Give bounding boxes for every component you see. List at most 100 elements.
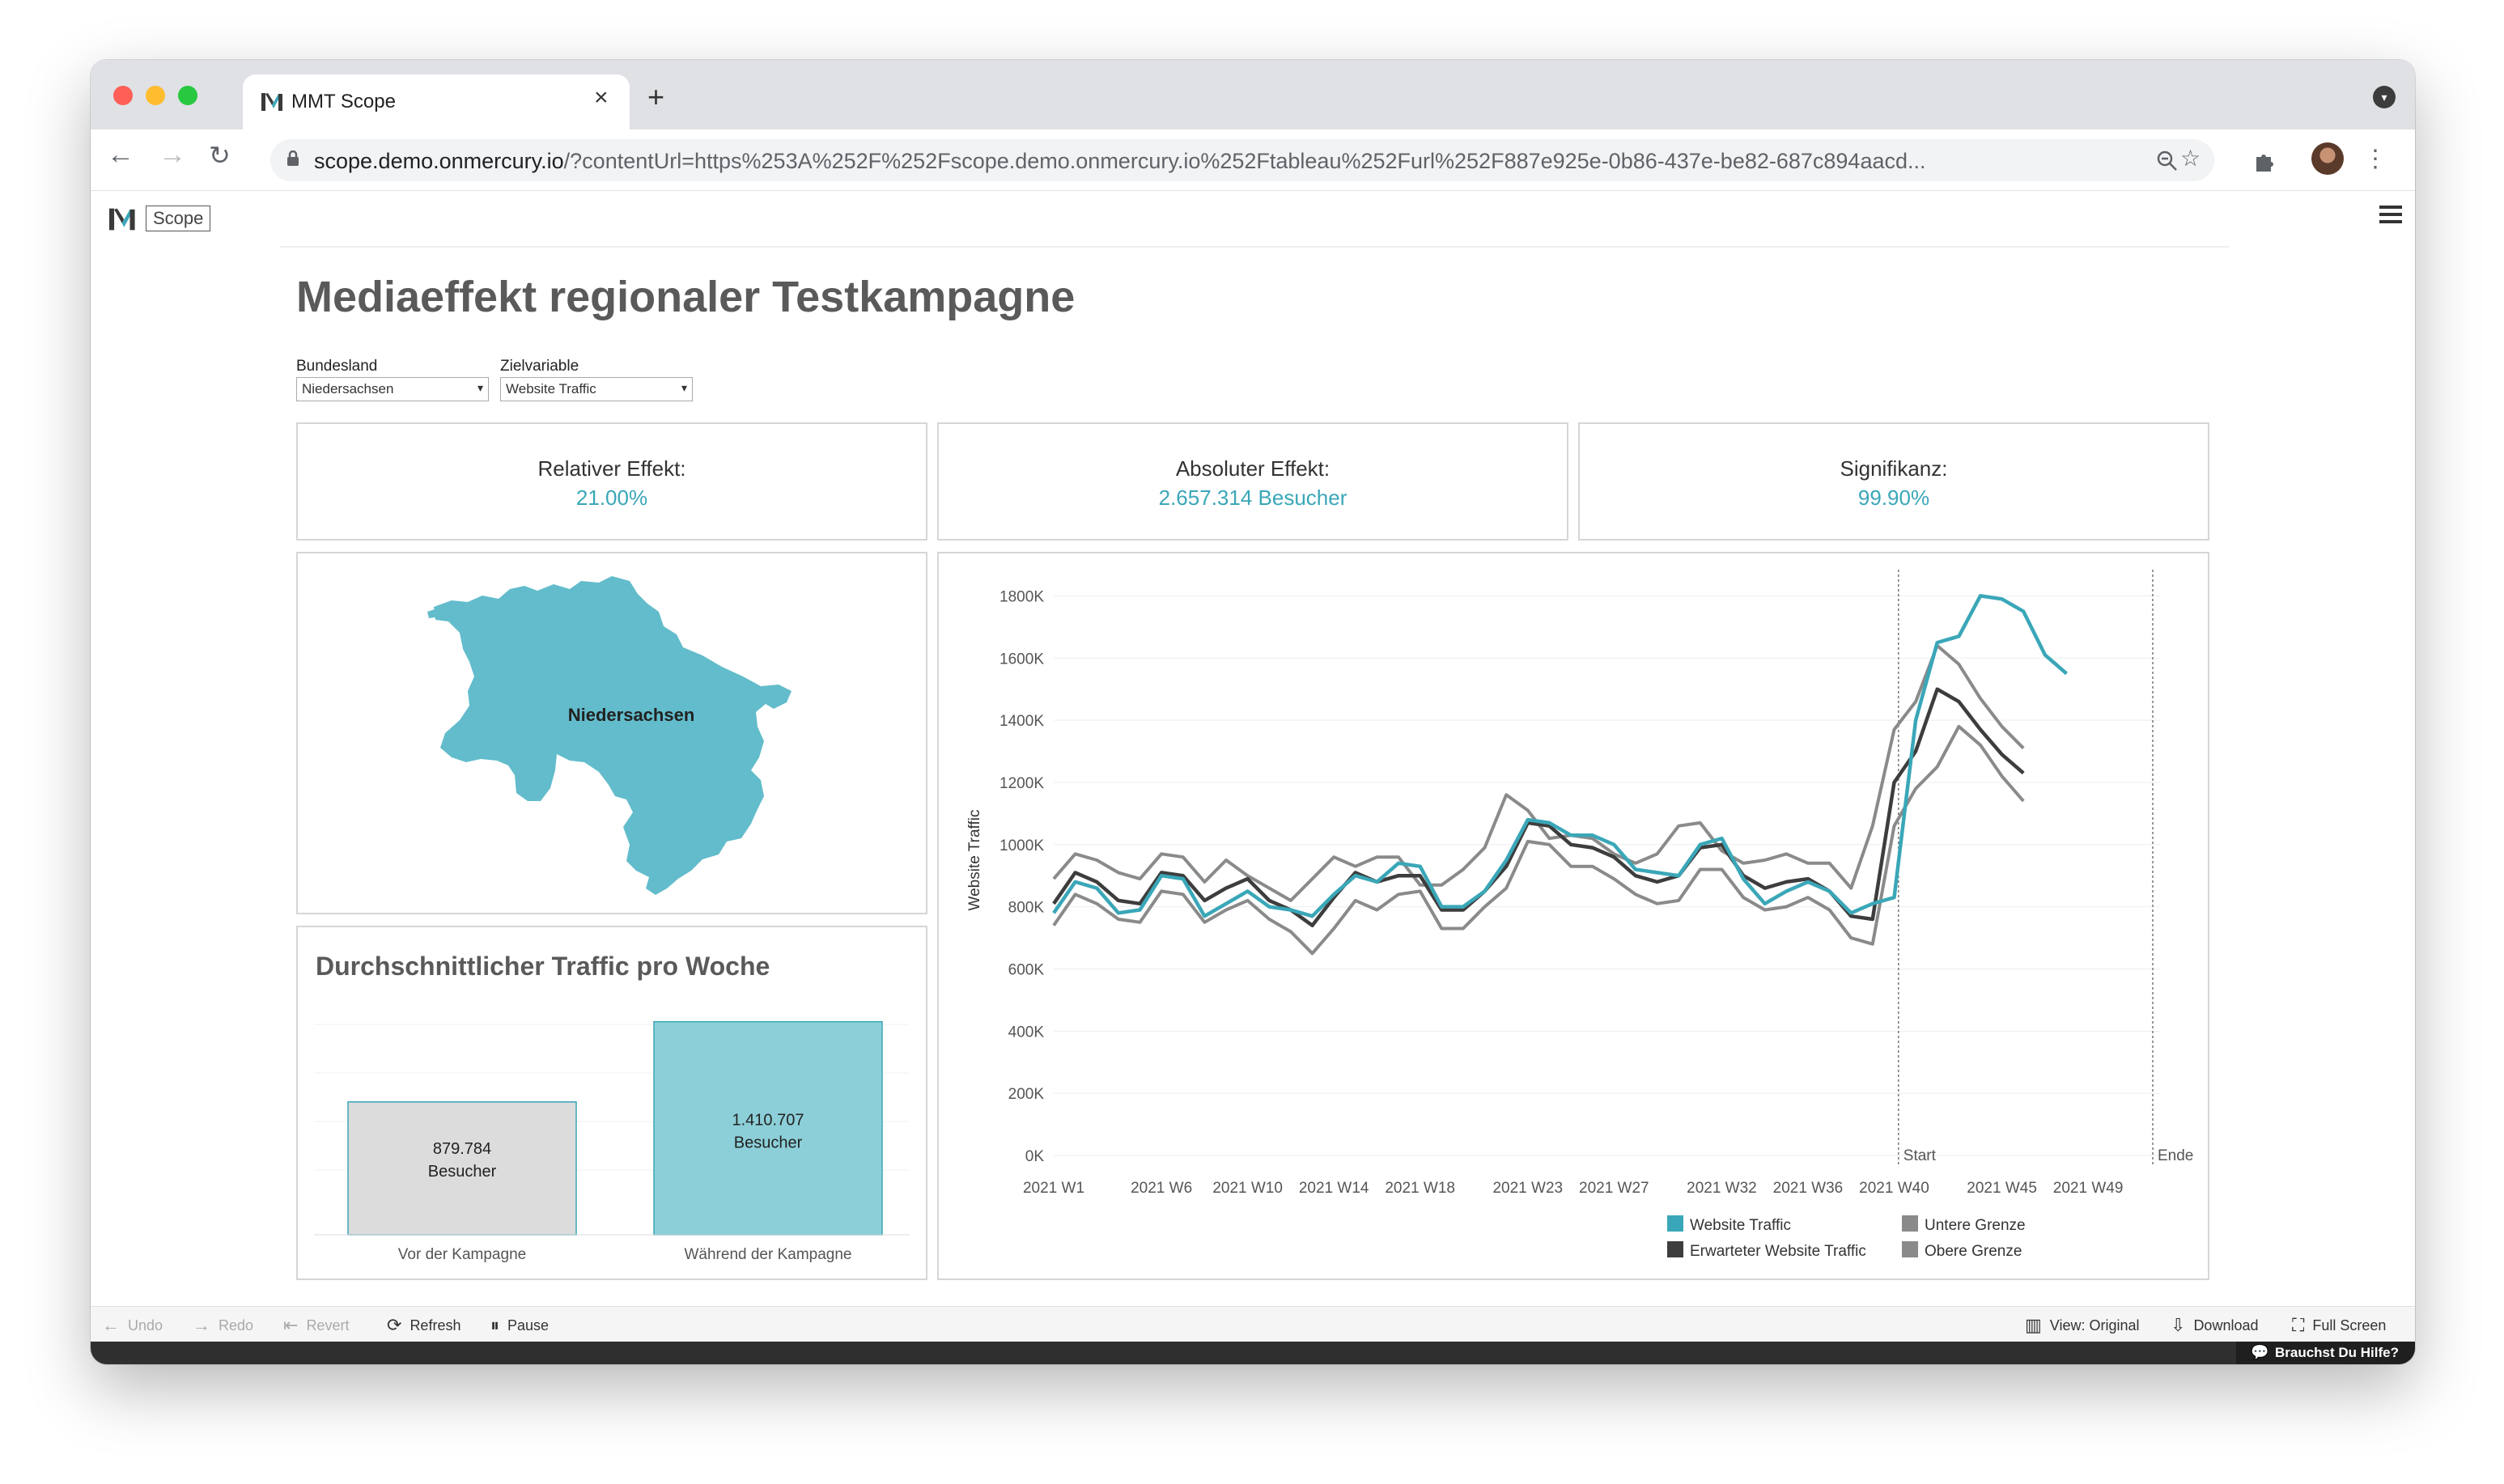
y-tick-label: 400K — [1008, 1024, 1045, 1041]
maximize-window-button[interactable] — [178, 86, 197, 105]
x-tick-label: 2021 W36 — [1773, 1180, 1844, 1197]
pause-button[interactable]: ⏸ Pause — [490, 1317, 549, 1334]
filter-label-zielvariable: Zielvariable — [500, 358, 579, 375]
minimize-window-button[interactable] — [146, 86, 165, 105]
undo-icon: ← — [102, 1315, 120, 1335]
chevron-down-icon: ▾ — [477, 381, 483, 394]
new-tab-icon[interactable]: + — [647, 80, 665, 113]
help-button[interactable]: 💬 Brauchst Du Hilfe? — [2235, 1342, 2415, 1364]
app-header: Scope — [91, 191, 2415, 248]
legend-label: Untere Grenze — [1925, 1217, 2026, 1234]
view-label: View: Original — [2049, 1317, 2140, 1333]
legend-label: Erwarteter Website Traffic — [1690, 1243, 1866, 1260]
tab-search-icon[interactable]: ▾ — [2373, 86, 2396, 108]
y-tick-label: 1200K — [999, 775, 1044, 792]
refresh-icon: ⟳ — [387, 1315, 402, 1335]
chat-icon: 💬 — [2250, 1344, 2269, 1360]
undo-label: Undo — [128, 1317, 163, 1333]
refresh-label: Refresh — [410, 1317, 461, 1333]
back-icon[interactable]: ← — [107, 139, 134, 170]
legend-swatch — [1902, 1215, 1918, 1232]
x-tick-label: 2021 W49 — [2053, 1180, 2124, 1197]
y-tick-label: 800K — [1008, 900, 1045, 917]
mmt-favicon-icon — [261, 93, 282, 111]
bookmark-star-icon[interactable]: ☆ — [2180, 146, 2201, 171]
series-line — [1052, 724, 2025, 956]
view-original-button[interactable]: ▥ View: Original — [2025, 1317, 2140, 1334]
page-title: Mediaeffekt regionaler Testkampagne — [296, 273, 1076, 321]
bar-unit-label: Besucher — [734, 1134, 803, 1152]
extensions-puzzle-icon[interactable] — [2253, 149, 2277, 173]
y-tick-label: 1800K — [999, 588, 1044, 605]
revert-label: Revert — [306, 1317, 350, 1333]
tab-close-icon[interactable]: × — [594, 84, 609, 111]
bar-category-label: Während der Kampagne — [684, 1246, 851, 1263]
zoom-icon[interactable] — [2156, 150, 2179, 172]
url-input[interactable]: scope.demo.onmercury.io/?contentUrl=http… — [270, 139, 2214, 181]
revert-button[interactable]: ⇤ Revert — [283, 1317, 349, 1334]
bar-chart: 879.784 Besucher Vor der Kampagne 1.410.707… — [314, 1020, 910, 1263]
legend-swatch — [1667, 1241, 1683, 1257]
redo-button[interactable]: → Redo — [193, 1317, 253, 1334]
x-tick-label: 2021 W23 — [1492, 1180, 1563, 1197]
profile-avatar[interactable] — [2311, 142, 2344, 175]
region-map: Niedersachsen — [427, 576, 792, 895]
legend-label: Obere Grenze — [1925, 1243, 2022, 1260]
bundesland-value: Niedersachsen — [302, 381, 394, 396]
chrome-menu-icon[interactable]: ⋮ — [2363, 146, 2387, 172]
niedersachsen-region-shape[interactable] — [427, 576, 792, 895]
map-card: Niedersachsen — [296, 552, 927, 914]
x-tick-label: 2021 W45 — [1967, 1180, 2037, 1197]
bar-value-label: 1.410.707 — [732, 1112, 804, 1130]
x-tick-label: 2021 W27 — [1579, 1180, 1649, 1197]
tab-bar: MMT Scope × + ▾ — [91, 60, 2415, 129]
dashboard: Mediaeffekt regionaler Testkampagne Bund… — [91, 248, 2415, 1306]
url-path: /?contentUrl=https%253A%252F%252Fscope.d… — [563, 149, 1926, 173]
download-button[interactable]: ⇩ Download — [2171, 1317, 2259, 1334]
kpi-label: Absoluter Effekt: — [1175, 456, 1331, 481]
y-tick-label: 200K — [1008, 1086, 1045, 1103]
y-tick-label: 600K — [1008, 961, 1045, 978]
refresh-button[interactable]: ⟳ Refresh — [387, 1317, 460, 1334]
redo-label: Redo — [219, 1317, 254, 1333]
bar-unit-label: Besucher — [428, 1163, 497, 1181]
forward-icon[interactable]: → — [159, 139, 186, 170]
kpi-card-significance: Signifikanz: 99.90% — [1578, 422, 2209, 541]
zielvariable-select[interactable]: Website Traffic ▾ — [500, 377, 693, 401]
x-tick-label: 2021 W32 — [1687, 1180, 1757, 1197]
address-bar: ← → ↻ scope.demo.onmercury.io/?contentUr… — [91, 129, 2415, 191]
kpi-card-relative: Relativer Effekt: 21.00% — [296, 422, 927, 541]
bar-category-label: Vor der Kampagne — [398, 1246, 526, 1263]
kpi-value: 99.90% — [1857, 485, 1930, 510]
x-tick-label: 2021 W6 — [1131, 1180, 1192, 1197]
download-icon: ⇩ — [2171, 1315, 2186, 1335]
series-line — [1052, 687, 2025, 927]
pause-label: Pause — [507, 1317, 550, 1333]
tab-active[interactable]: MMT Scope × — [243, 74, 630, 129]
line-chart: 0K 200K 400K 600K 800K 1000K 1200K 1400K 1600K 18… — [966, 570, 2193, 1260]
browser-window: MMT Scope × + ▾ ← → ↻ scope.demo.onmercu… — [91, 60, 2415, 1364]
pause-icon: ⏸ — [490, 1315, 500, 1335]
legend-swatch — [1667, 1215, 1683, 1232]
fullscreen-button[interactable]: ⛶ Full Screen — [2292, 1317, 2386, 1334]
bundesland-select[interactable]: Niedersachsen ▾ — [296, 377, 489, 401]
marker-label: Start — [1903, 1147, 1937, 1164]
y-tick-label: 1000K — [999, 837, 1044, 854]
reload-icon[interactable]: ↻ — [209, 141, 231, 170]
kpi-value: 2.657.314 Besucher — [1158, 485, 1347, 510]
hamburger-menu-icon[interactable] — [2379, 206, 2402, 227]
mmt-logo-icon[interactable] — [107, 206, 139, 233]
bar — [653, 1020, 883, 1236]
legend-swatch — [1902, 1241, 1918, 1257]
x-tick-label: 2021 W14 — [1299, 1180, 1369, 1197]
scope-tag: Scope — [146, 206, 211, 231]
close-window-button[interactable] — [113, 86, 133, 105]
line-chart-card: 0K 200K 400K 600K 800K 1000K 1200K 1400K 1600K 18… — [937, 552, 2209, 1280]
series-line — [1052, 643, 2025, 902]
url-text: scope.demo.onmercury.io/?contentUrl=http… — [314, 149, 2127, 174]
fullscreen-label: Full Screen — [2312, 1317, 2387, 1333]
undo-button[interactable]: ← Undo — [102, 1317, 163, 1334]
x-tick-label: 2021 W18 — [1385, 1180, 1455, 1197]
y-tick-label: 1400K — [999, 713, 1044, 730]
header-divider — [280, 246, 2229, 248]
